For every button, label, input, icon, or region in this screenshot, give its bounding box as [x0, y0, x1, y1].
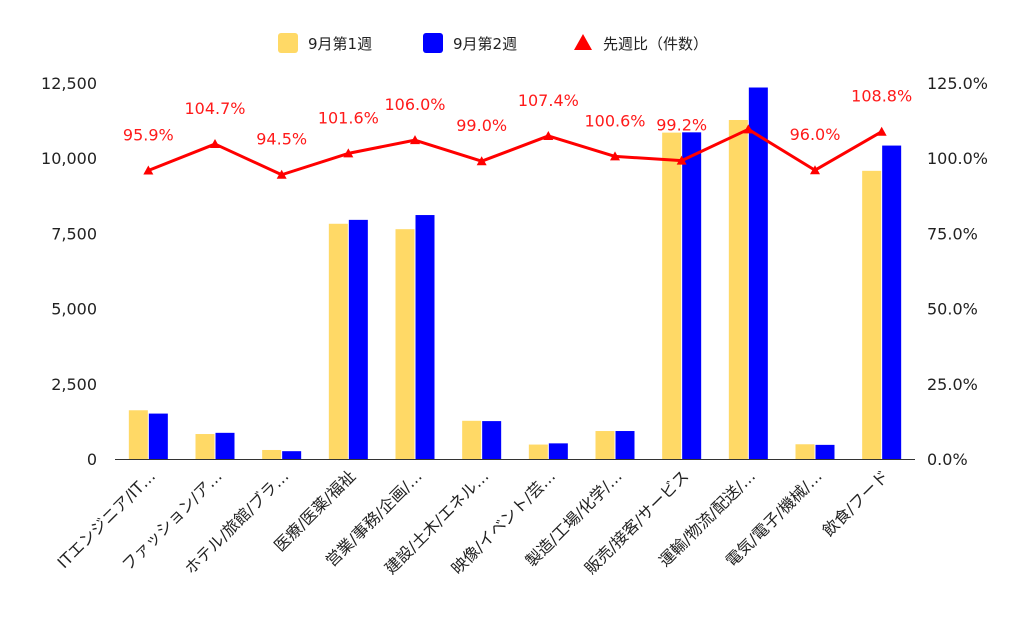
y-right-tick-label: 100.0% — [927, 149, 988, 168]
bar — [282, 451, 302, 459]
ratio-point — [276, 169, 287, 179]
bar — [195, 434, 215, 459]
x-category-label: 飲食/フード — [819, 466, 893, 540]
ratio-data-label: 106.0% — [384, 95, 445, 114]
ratio-line — [147, 127, 883, 177]
y-left-tick-label: 10,000 — [41, 149, 97, 168]
ratio-data-label: 108.8% — [851, 87, 912, 106]
ratio-data-label: 100.6% — [584, 111, 645, 130]
bar — [728, 119, 748, 459]
y-right-tick-label: 0.0% — [927, 450, 968, 469]
bar — [128, 410, 148, 459]
bar — [795, 444, 815, 459]
y-right-tick-label: 75.0% — [927, 224, 978, 243]
ratio-point — [543, 130, 554, 140]
y-left-tick-label: 0 — [87, 450, 97, 469]
ratio-point — [476, 156, 487, 166]
legend-triangle-icon — [574, 34, 592, 50]
bar — [262, 449, 282, 459]
y-left-tick-label: 2,500 — [51, 375, 97, 394]
bar — [615, 431, 635, 459]
ratio-data-label: 96.0% — [790, 125, 841, 144]
bar — [462, 420, 482, 459]
ratio-data-label: 99.2% — [656, 116, 707, 135]
y-right-tick-label: 25.0% — [927, 375, 978, 394]
y-right-tick-label: 125.0% — [927, 74, 988, 93]
legend-label: 先週比（件数） — [603, 35, 708, 53]
y-right-tick-label: 50.0% — [927, 300, 978, 319]
ratio-point — [343, 148, 354, 158]
bar — [528, 444, 548, 459]
ratio-point — [676, 155, 687, 165]
ratio-data-label: 99.0% — [456, 116, 507, 135]
bar — [348, 219, 368, 459]
bar — [748, 87, 768, 460]
y-left-tick-label: 12,500 — [41, 74, 97, 93]
bar — [215, 432, 235, 459]
bar — [328, 223, 348, 459]
ratio-data-label: 107.4% — [518, 91, 579, 110]
bar — [548, 443, 568, 459]
bar — [482, 421, 502, 459]
y-left-tick-label: 7,500 — [51, 224, 97, 243]
ratio-data-label: 94.5% — [256, 130, 307, 149]
bar — [395, 229, 415, 459]
ratio-data-label: 101.6% — [318, 108, 379, 127]
ratio-point — [610, 151, 620, 161]
ratio-data-label: 104.7% — [184, 99, 245, 118]
ratio-point — [143, 165, 154, 175]
ratio-point — [876, 126, 887, 136]
ratio-data-label: 95.9% — [123, 126, 174, 145]
bar — [815, 444, 835, 459]
bar — [595, 431, 615, 459]
legend-label: 9月第2週 — [453, 35, 517, 53]
bar — [415, 215, 435, 459]
bar — [662, 132, 682, 459]
legend-swatch — [278, 33, 298, 53]
ratio-point — [210, 139, 220, 149]
bar — [882, 145, 902, 459]
ratio-point — [743, 124, 754, 134]
legend-swatch — [423, 33, 443, 53]
y-left-tick-label: 5,000 — [51, 300, 97, 319]
bar — [862, 170, 882, 459]
ratio-point — [810, 165, 820, 175]
legend-label: 9月第1週 — [308, 35, 372, 53]
bar — [682, 132, 702, 459]
ratio-point — [410, 135, 420, 145]
bar — [148, 413, 168, 459]
